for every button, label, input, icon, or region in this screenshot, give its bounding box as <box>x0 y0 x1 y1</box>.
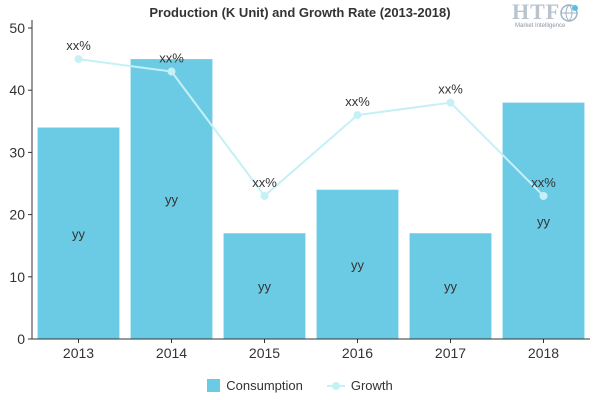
point-label-2013: xx% <box>66 38 91 53</box>
x-tick-label-2013: 2013 <box>63 345 94 361</box>
bar-consumption-2014 <box>130 59 213 339</box>
x-tick-label-2017: 2017 <box>435 345 466 361</box>
bar-label-2015: yy <box>258 279 272 294</box>
x-tick-label-2015: 2015 <box>249 345 280 361</box>
y-tick-label-20: 20 <box>9 207 25 223</box>
chart-title: Production (K Unit) and Growth Rate (201… <box>149 5 451 20</box>
point-growth-2013 <box>74 55 83 64</box>
point-label-2015: xx% <box>252 175 277 190</box>
bar-consumption-2013 <box>37 127 120 340</box>
x-tick-label-2018: 2018 <box>528 345 559 361</box>
point-label-2014: xx% <box>159 51 184 66</box>
bar-consumption-2016 <box>316 189 399 339</box>
bar-consumption-2018 <box>502 102 585 339</box>
y-tick-label-40: 40 <box>9 82 25 98</box>
point-growth-2014 <box>167 67 176 76</box>
y-tick-label-50: 50 <box>9 20 25 36</box>
legend-label-growth: Growth <box>350 378 393 393</box>
bar-label-2013: yy <box>72 226 86 241</box>
bar-consumption-2015 <box>223 233 306 339</box>
bar-label-2017: yy <box>444 279 458 294</box>
legend-item-growth[interactable]: Growth <box>326 378 393 393</box>
legend-swatch-growth <box>326 379 345 392</box>
point-label-2018: xx% <box>531 175 556 190</box>
chart-legend: Consumption Growth <box>0 378 600 393</box>
bar-label-2014: yy <box>165 192 179 207</box>
htf-logo: HTF Market Intelligence <box>512 0 590 36</box>
point-growth-2015 <box>260 191 269 200</box>
legend-swatch-consumption <box>207 379 221 392</box>
legend-item-consumption[interactable]: Consumption <box>207 378 303 393</box>
point-growth-2017 <box>446 98 455 107</box>
logo-text: HTF <box>512 0 561 24</box>
chart-canvas: yy yy yy yy yy yy 0 10 20 30 40 50 2013 2014 2015 2016 2… <box>9 20 590 361</box>
point-growth-2016 <box>353 111 362 120</box>
x-tick-label-2016: 2016 <box>342 345 373 361</box>
globe-icon <box>560 4 578 22</box>
line-growth <box>78 58 545 198</box>
x-tick-label-2014: 2014 <box>156 345 187 361</box>
logo-subtext: Market Intelligence <box>515 23 566 29</box>
point-label-2016: xx% <box>345 94 370 109</box>
bar-consumption-2017 <box>409 233 492 339</box>
y-tick-label-10: 10 <box>9 269 25 285</box>
point-growth-2018 <box>539 191 548 200</box>
bar-label-2018: yy <box>537 214 551 229</box>
point-label-2017: xx% <box>438 82 463 97</box>
bar-label-2016: yy <box>351 257 365 272</box>
y-tick-label-30: 30 <box>9 144 25 160</box>
legend-label-consumption: Consumption <box>226 378 303 393</box>
y-tick-label-0: 0 <box>17 331 25 347</box>
